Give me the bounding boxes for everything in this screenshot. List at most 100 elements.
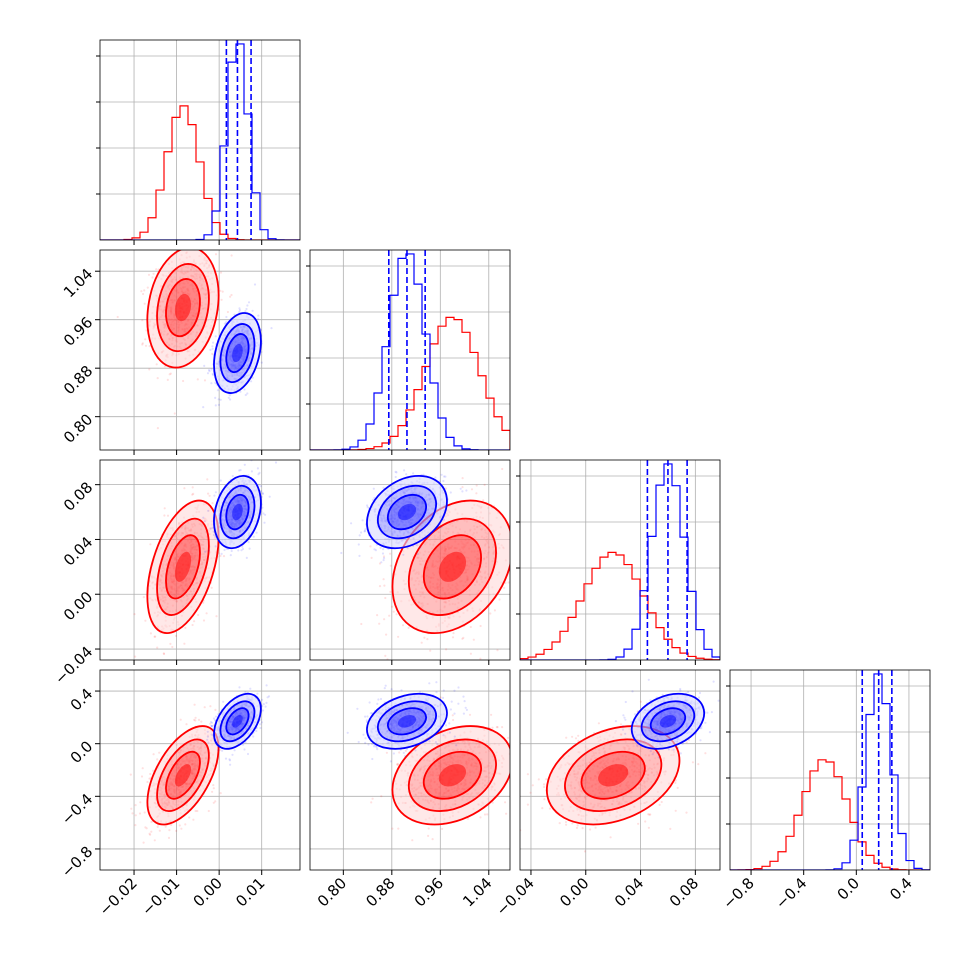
scatter-point [152, 753, 155, 756]
scatter-point [156, 377, 159, 380]
scatter-point [469, 625, 472, 629]
scatter-point [133, 613, 136, 616]
scatter-point [226, 310, 229, 314]
scatter-point [264, 513, 267, 516]
scatter-point [253, 283, 257, 286]
scatter-point [223, 322, 226, 325]
scatter-point [230, 254, 233, 257]
scatter-point [420, 641, 423, 644]
scatter-point [239, 469, 242, 472]
scatter-point [149, 772, 152, 776]
panel-content [310, 460, 518, 660]
scatter-point [245, 556, 248, 560]
scatter-point [379, 546, 382, 550]
scatter-point [247, 301, 251, 304]
scatter-point [209, 348, 212, 351]
scatter-point [219, 479, 222, 482]
scatter-point [131, 812, 134, 815]
scatter-point [202, 601, 205, 604]
scatter-point [219, 792, 222, 795]
panel-3-0: −0.8−0.40.00.4−0.02−0.01 0.00 0.01 [58, 669, 301, 919]
scatter-point [407, 626, 410, 630]
scatter-point [257, 473, 260, 476]
panel-content [100, 670, 300, 870]
scatter-point [180, 827, 183, 830]
scatter-point [211, 372, 214, 376]
scatter-point [141, 319, 144, 322]
scatter-point [168, 373, 171, 376]
scatter-point [202, 406, 205, 409]
scatter-point [143, 302, 146, 305]
scatter-point [143, 811, 146, 814]
scatter-point [206, 478, 209, 481]
scatter-point [200, 720, 203, 723]
scatter-point [434, 476, 437, 479]
scatter-point [394, 475, 397, 479]
scatter-point [142, 596, 145, 599]
scatter-point [238, 310, 241, 314]
scatter-point [385, 633, 388, 636]
scatter-point [141, 343, 144, 346]
scatter-point [244, 310, 247, 313]
scatter-point [192, 492, 195, 495]
scatter-point [214, 404, 217, 407]
scatter-point [364, 528, 367, 531]
scatter-point [156, 825, 159, 829]
scatter-point [374, 549, 377, 552]
scatter-point [382, 559, 385, 562]
scatter-point [216, 389, 219, 392]
scatter-point [142, 841, 145, 844]
scatter-point [507, 581, 510, 584]
scatter-point [211, 352, 214, 355]
scatter-point [243, 463, 246, 466]
scatter-point [383, 584, 386, 587]
scatter-point [397, 635, 400, 638]
scatter-point [211, 526, 214, 529]
y-tick-label: 0.80 [60, 410, 96, 446]
scatter-point [479, 657, 482, 660]
scatter-point [516, 539, 518, 541]
scatter-point [498, 598, 501, 601]
scatter-point [203, 520, 206, 523]
scatter-point [459, 487, 462, 490]
scatter-point [211, 345, 214, 348]
scatter-point [214, 335, 217, 338]
scatter-point [207, 549, 210, 552]
scatter-point [515, 556, 517, 558]
scatter-point [358, 554, 361, 558]
scatter-point [191, 623, 194, 627]
scatter-point [383, 618, 386, 621]
scatter-point [340, 551, 343, 555]
scatter-point [217, 398, 220, 401]
scatter-point [452, 632, 455, 635]
scatter-point [225, 315, 228, 319]
scatter-point [261, 506, 264, 509]
scatter-point [146, 286, 149, 289]
scatter-point [167, 836, 171, 840]
scatter-point [220, 552, 223, 556]
scatter-point [256, 467, 259, 470]
scatter-point [171, 645, 174, 649]
scatter-point [255, 531, 258, 534]
scatter-point [166, 514, 170, 517]
scatter-point [169, 372, 172, 375]
scatter-point [168, 829, 171, 832]
scatter-point [391, 605, 394, 608]
scatter-point [155, 268, 158, 271]
scatter-point [192, 818, 195, 821]
scatter-point [208, 370, 211, 373]
scatter-point [193, 703, 196, 706]
scatter-point [259, 485, 262, 488]
scatter-point [155, 363, 158, 366]
scatter-point [211, 502, 214, 505]
scatter-point [207, 492, 210, 495]
scatter-point [378, 622, 381, 625]
scatter-point [270, 327, 273, 330]
scatter-point [183, 487, 186, 490]
scatter-point [241, 545, 244, 548]
scatter-point [475, 484, 478, 487]
scatter-point [214, 800, 217, 803]
scatter-point [228, 394, 231, 397]
scatter-point [514, 520, 516, 522]
